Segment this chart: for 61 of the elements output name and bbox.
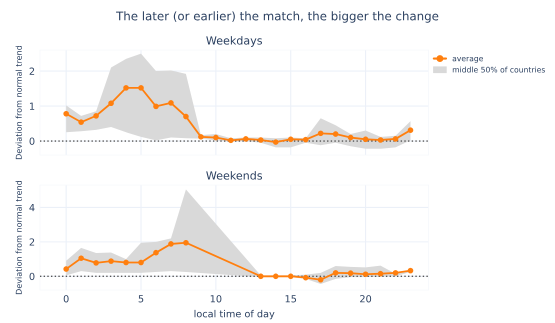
point (258, 274, 264, 280)
y-tick-label: 1 (30, 102, 34, 110)
point (123, 85, 129, 91)
point (213, 134, 219, 140)
point (78, 119, 84, 125)
point (168, 241, 174, 247)
point (78, 255, 84, 261)
point (302, 136, 308, 142)
point (63, 266, 69, 272)
x-tick-label: 15 (286, 295, 296, 302)
point (138, 260, 144, 266)
y-tick-label: 2 (30, 238, 34, 246)
point (348, 270, 354, 276)
chart-subtitle: Weekends (206, 171, 262, 180)
point (198, 134, 204, 140)
point (258, 137, 264, 143)
point (63, 110, 69, 117)
point (108, 258, 114, 264)
point (243, 136, 249, 142)
chart-title: The later (or earlier) the match, the bigger the change (116, 11, 438, 23)
point (318, 130, 324, 136)
point (392, 136, 398, 142)
point (272, 274, 279, 280)
x-tick-label: 5 (138, 295, 144, 302)
point (108, 100, 114, 106)
point (138, 85, 144, 91)
point (392, 270, 398, 276)
point (153, 250, 159, 256)
point (332, 131, 338, 137)
point (362, 136, 368, 142)
y-tick-label: 4 (29, 204, 35, 212)
point (183, 240, 189, 246)
x-tick-label: 10 (210, 295, 222, 302)
point (378, 137, 384, 143)
y-tick-label: 0 (30, 138, 34, 145)
point (123, 260, 129, 266)
y-axis-title: Deviation from normal trend (16, 180, 22, 294)
x-tick-label: 0 (64, 295, 69, 302)
point (93, 113, 99, 119)
x-tick-label: 20 (360, 295, 372, 302)
point (408, 127, 414, 133)
point (168, 100, 174, 106)
point (288, 136, 294, 142)
y-tick-label: 0 (30, 272, 34, 280)
point (153, 104, 159, 110)
point (348, 134, 354, 140)
point (378, 270, 384, 276)
point (362, 271, 368, 277)
y-axis-title: Deviation from normal trend (16, 46, 22, 160)
point (302, 274, 308, 280)
point (288, 274, 294, 280)
y-tick-label: 2 (30, 68, 34, 75)
point (318, 276, 324, 283)
point (272, 139, 279, 145)
point (228, 138, 234, 144)
chart-subtitle: Weekdays (206, 36, 262, 47)
point (408, 268, 414, 274)
x-axis-title: local time of day (194, 310, 274, 320)
point (332, 270, 338, 276)
point (93, 260, 99, 266)
point (183, 114, 189, 120)
